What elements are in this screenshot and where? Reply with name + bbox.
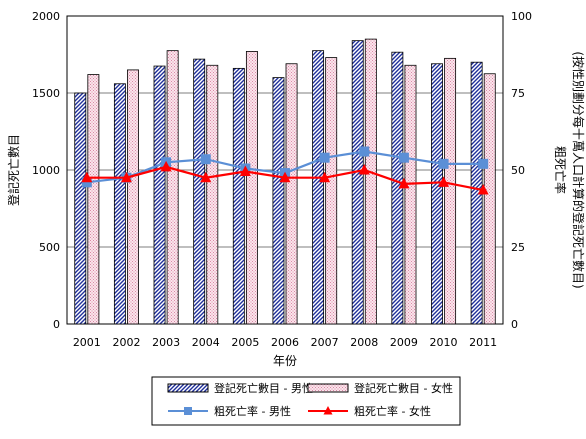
right-tick-label: 25	[511, 241, 525, 254]
bar-male-2002	[113, 83, 126, 325]
legend-swatch-male-bar	[167, 383, 209, 393]
point-female-rate-2003	[160, 160, 172, 172]
left-axis-ticks: 0 500 1000 1500 2000	[32, 10, 60, 331]
bar-female-2009	[404, 64, 417, 325]
right-tick-label: 75	[511, 87, 525, 100]
bar-female-2010	[444, 57, 457, 325]
point-female-rate-2007	[319, 171, 331, 183]
legend-marker-male-line	[184, 407, 192, 415]
left-axis-title: 登記死亡數目	[6, 134, 21, 206]
x-tick-label: 2008	[350, 336, 378, 349]
left-tick-label: 1000	[32, 164, 60, 177]
bar-female-2002	[127, 69, 139, 325]
bar-female-2007	[325, 57, 338, 325]
right-axis-ticks: 0 25 50 75 100	[511, 10, 532, 331]
plot-area-border	[66, 15, 504, 325]
point-female-rate-2009	[398, 177, 410, 189]
left-tick-label: 500	[39, 241, 60, 254]
x-axis-title: 年份	[273, 354, 297, 368]
legend-label-male-bar: 登記死亡數目 - 男性	[214, 381, 313, 395]
bar-female-2008	[364, 38, 377, 325]
point-female-rate-2004	[200, 171, 212, 183]
x-tick-label: 2011	[469, 336, 497, 349]
bar-female-2003	[166, 50, 179, 325]
point-female-rate-2011	[477, 184, 489, 195]
x-tick-label: 2009	[390, 336, 418, 349]
bar-male-2003	[153, 65, 166, 325]
legend-swatch-female-bar	[307, 383, 349, 393]
bar-male-2004	[193, 58, 206, 325]
point-male-rate-2007	[319, 152, 330, 163]
x-tick-label: 2001	[73, 336, 101, 349]
legend-label-male-line: 粗死亡率 - 男性	[214, 404, 291, 418]
right-tick-label: 50	[511, 164, 525, 177]
right-axis-title-line: 粗死亡率	[553, 146, 568, 194]
bar-female-2001	[87, 74, 100, 325]
point-female-rate-2008	[358, 164, 370, 175]
point-female-rate-2002	[120, 171, 132, 183]
legend: 登記死亡數目 - 男性 登記死亡數目 - 女性 粗死亡率 - 男性 粗死亡率 -…	[151, 376, 461, 426]
right-tick-label: 100	[511, 10, 532, 23]
x-axis-ticks: 2001 2002 2003 2004 2005 2006 2007 2008 2009 2010…	[73, 336, 497, 349]
point-male-rate-2001	[81, 177, 92, 188]
x-tick-label: 2003	[152, 336, 180, 349]
bar-male-2010	[431, 63, 443, 325]
bar-male-2006	[272, 77, 285, 325]
x-tick-label: 2006	[271, 336, 299, 349]
bar-female-2005	[245, 51, 258, 325]
x-tick-label: 2005	[231, 336, 259, 349]
left-tick-label: 2000	[32, 10, 60, 23]
point-male-rate-2008	[359, 146, 370, 157]
right-tick-label: 0	[511, 318, 518, 331]
right-axis-title-line: (按性別劃分每十萬人口計算的登記死亡數目)	[571, 51, 586, 288]
x-tick-label: 2007	[311, 336, 339, 349]
x-tick-label: 2010	[430, 336, 458, 349]
bar-female-2006	[285, 63, 298, 325]
point-female-rate-2010	[438, 176, 450, 187]
legend-label-female-line: 粗死亡率 - 女性	[354, 404, 431, 418]
bars-group	[74, 38, 496, 325]
x-tick-label: 2002	[112, 336, 140, 349]
point-male-rate-2004	[200, 154, 211, 165]
point-male-rate-2011	[478, 158, 489, 169]
left-tick-label: 1500	[32, 87, 60, 100]
x-tick-label: 2004	[192, 336, 220, 349]
bar-female-2011	[483, 73, 496, 325]
legend-marker-female-line	[323, 406, 333, 415]
right-axis-title: 粗死亡率 (按性別劃分每十萬人口計算的登記死亡數目)	[553, 51, 586, 288]
legend-label-female-bar: 登記死亡數目 - 女性	[354, 381, 453, 395]
bar-male-2007	[312, 50, 325, 325]
point-female-rate-2006	[279, 171, 291, 183]
bar-male-2005	[232, 67, 245, 325]
point-female-rate-2005	[239, 165, 251, 177]
point-female-rate-2001	[81, 171, 93, 183]
point-male-rate-2010	[438, 158, 449, 169]
bar-male-2001	[74, 92, 87, 325]
left-tick-label: 0	[53, 318, 60, 331]
lines-group	[81, 146, 489, 195]
point-male-rate-2009	[398, 152, 409, 163]
bar-male-2008	[351, 40, 364, 325]
bar-female-2004	[206, 64, 219, 325]
